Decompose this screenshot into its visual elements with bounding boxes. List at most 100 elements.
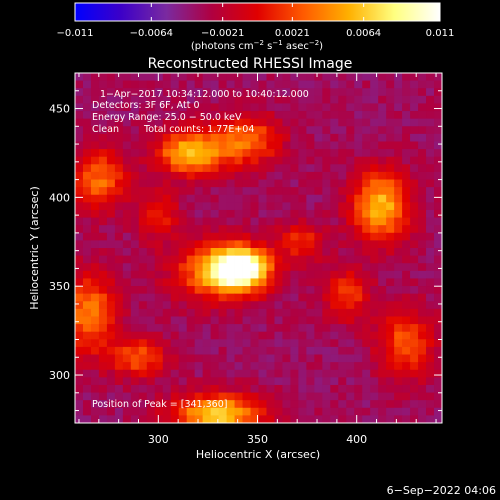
- heatmap-pixel: [258, 103, 267, 112]
- heatmap-pixel: [386, 301, 395, 310]
- heatmap-pixel: [138, 88, 148, 97]
- heatmap-pixel: [410, 278, 419, 287]
- heatmap-pixel: [114, 80, 124, 89]
- heatmap-pixel: [154, 202, 164, 211]
- heatmap-pixel: [298, 80, 307, 89]
- heatmap-pixel: [106, 187, 116, 196]
- heatmap-pixel: [154, 248, 164, 257]
- heatmap-pixel: [306, 346, 315, 355]
- heatmap-pixel: [410, 217, 419, 226]
- heatmap-pixel: [386, 95, 395, 104]
- heatmap-pixel: [250, 407, 259, 416]
- heatmap-pixel: [394, 270, 403, 279]
- heatmap-pixel: [258, 377, 267, 386]
- heatmap-pixel: [122, 248, 132, 257]
- heatmap-pixel: [426, 316, 435, 325]
- heatmap-pixel: [274, 133, 283, 142]
- heatmap-pixel: [410, 232, 419, 241]
- heatmap-pixel: [90, 80, 100, 89]
- heatmap-pixel: [82, 133, 92, 142]
- heatmap-pixel: [202, 209, 212, 218]
- heatmap-pixel: [298, 346, 307, 355]
- heatmap-pixel: [162, 400, 172, 409]
- heatmap-pixel: [186, 392, 196, 401]
- heatmap-pixel: [378, 415, 387, 424]
- heatmap-pixel: [362, 415, 371, 424]
- heatmap-pixel: [402, 232, 411, 241]
- heatmap-pixel: [282, 240, 291, 249]
- heatmap-pixel: [282, 270, 291, 279]
- heatmap-pixel: [322, 111, 331, 120]
- heatmap-pixel: [434, 346, 443, 355]
- heatmap-pixel: [418, 80, 427, 89]
- heatmap-pixel: [290, 384, 299, 393]
- heatmap-pixel: [218, 286, 227, 295]
- heatmap-pixel: [378, 278, 387, 287]
- heatmap-pixel: [434, 270, 443, 279]
- heatmap-pixel: [266, 270, 275, 279]
- heatmap-pixel: [154, 263, 164, 272]
- heatmap-pixel: [266, 225, 275, 234]
- heatmap-pixel: [306, 80, 315, 89]
- heatmap-pixel: [146, 187, 156, 196]
- heatmap-pixel: [234, 346, 243, 355]
- heatmap-pixel: [234, 240, 243, 249]
- info-total-counts: Total counts: 1.77E+04: [143, 124, 254, 135]
- heatmap-pixel: [306, 270, 315, 279]
- heatmap-pixel: [186, 240, 196, 249]
- heatmap-pixel: [162, 141, 172, 150]
- heatmap-pixel: [290, 286, 299, 295]
- heatmap-pixel: [106, 141, 116, 150]
- heatmap-pixel: [402, 324, 411, 333]
- heatmap-pixel: [418, 384, 427, 393]
- heatmap-pixel: [290, 95, 299, 104]
- heatmap-pixel: [426, 225, 435, 234]
- heatmap-pixel: [130, 171, 140, 180]
- heatmap-pixel: [186, 301, 196, 310]
- heatmap-pixel: [338, 187, 347, 196]
- heatmap-pixel: [226, 217, 235, 226]
- heatmap-pixel: [314, 217, 323, 226]
- heatmap-pixel: [146, 171, 156, 180]
- heatmap-pixel: [114, 202, 124, 211]
- heatmap-pixel: [194, 278, 204, 287]
- heatmap-pixel: [410, 73, 419, 82]
- heatmap-pixel: [82, 95, 92, 104]
- heatmap-pixel: [298, 324, 307, 333]
- heatmap-pixel: [346, 384, 355, 393]
- heatmap-pixel: [186, 133, 196, 142]
- heatmap-pixel: [386, 248, 395, 257]
- heatmap-pixel: [90, 73, 100, 82]
- heatmap-pixel: [178, 293, 188, 302]
- heatmap-pixel: [114, 392, 124, 401]
- heatmap-pixel: [242, 179, 251, 188]
- heatmap-pixel: [250, 400, 259, 409]
- heatmap-pixel: [218, 362, 227, 371]
- heatmap-pixel: [386, 111, 395, 120]
- heatmap-pixel: [75, 331, 84, 340]
- heatmap-pixel: [130, 316, 140, 325]
- heatmap-pixel: [282, 156, 291, 165]
- heatmap-pixel: [378, 263, 387, 272]
- heatmap-pixel: [130, 331, 140, 340]
- heatmap-pixel: [138, 95, 148, 104]
- heatmap-pixel: [266, 369, 275, 378]
- heatmap-pixel: [146, 194, 156, 203]
- heatmap-pixel: [82, 278, 92, 287]
- heatmap-pixel: [122, 270, 132, 279]
- heatmap-pixel: [434, 232, 443, 241]
- heatmap-pixel: [202, 270, 212, 279]
- heatmap-pixel: [418, 301, 427, 310]
- heatmap-pixel: [194, 194, 204, 203]
- heatmap-pixel: [418, 362, 427, 371]
- heatmap-pixel: [306, 362, 315, 371]
- heatmap-pixel: [186, 248, 196, 257]
- heatmap-pixel: [186, 149, 196, 158]
- heatmap-pixel: [146, 126, 156, 135]
- heatmap-pixel: [330, 308, 339, 317]
- heatmap-pixel: [178, 407, 188, 416]
- heatmap-pixel: [266, 118, 275, 127]
- heatmap-pixel: [210, 301, 220, 310]
- heatmap-pixel: [122, 118, 132, 127]
- heatmap-pixel: [330, 316, 339, 325]
